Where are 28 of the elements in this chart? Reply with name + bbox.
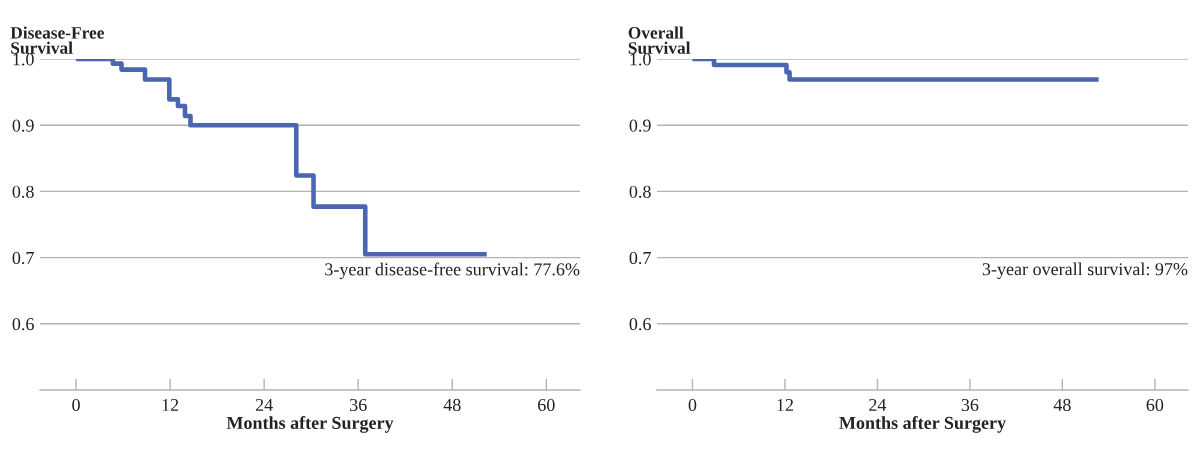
x-tick-label: 12 [777,398,793,411]
annotation: 3-year overall survival: 97% [982,262,1188,279]
y-tick-label: 0.7 [12,251,34,265]
y-tick-label: 0.8 [12,185,34,198]
x-tick-label: 60 [538,398,555,412]
x-tick-label: 24 [255,398,273,411]
y-tick-label: 1.0 [630,53,651,66]
y-tick-label: 0.9 [629,119,651,132]
x-tick-label: 12 [162,398,179,411]
y-axis-title: Disease-Free Survival [10,26,105,54]
y-tick-label: 0.8 [629,185,651,198]
x-tick-label: 24 [869,398,887,411]
x-axis-title: Months after Surgery [226,416,394,433]
y-tick-label: 0.6 [12,318,34,331]
y-tick-label: 0.7 [629,251,651,265]
x-axis-title: Months after Surgery [839,416,1006,433]
y-tick-label: 0.6 [629,318,651,331]
x-tick-label: 36 [350,398,367,412]
y-tick-label: 1.0 [13,53,34,66]
x-tick-label: 36 [961,398,979,412]
annotation: 3-year disease-free survival: 77.6% [325,262,580,280]
x-tick-label: 0 [688,398,697,412]
x-tick-label: 48 [443,398,461,412]
y-axis-title: Overall Survival [628,26,691,54]
x-tick-label: 48 [1053,398,1071,412]
y-tick-label: 0.9 [12,119,34,132]
x-tick-label: 60 [1146,398,1164,412]
x-tick-label: 0 [72,398,80,412]
